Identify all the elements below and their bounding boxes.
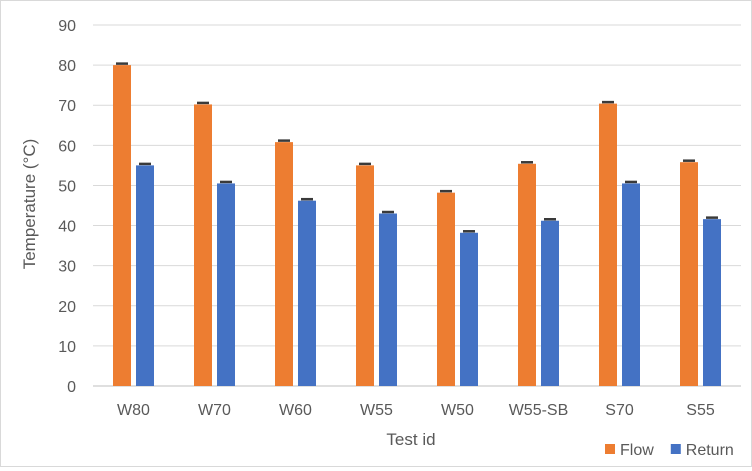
legend-label-flow: Flow	[620, 442, 654, 459]
bar-return	[703, 219, 721, 386]
bar-return	[541, 220, 559, 386]
legend-label-return: Return	[686, 442, 734, 459]
x-tick-label: W50	[441, 402, 474, 419]
bar-return	[136, 165, 154, 386]
bar-flow	[680, 162, 698, 386]
y-tick-label: 90	[58, 18, 76, 35]
bar-flow	[275, 142, 293, 386]
x-tick-label: W60	[279, 402, 312, 419]
y-axis-title: Temperature (°C)	[20, 139, 39, 270]
y-tick-label: 0	[67, 379, 76, 396]
y-tick-label: 30	[58, 259, 76, 276]
bar-flow	[113, 65, 131, 386]
x-tick-label: W55-SB	[509, 402, 569, 419]
bars	[113, 62, 721, 387]
bar-return	[298, 200, 316, 386]
gridlines	[93, 24, 741, 387]
x-tick-label: W80	[117, 402, 150, 419]
legend-swatch-return	[670, 444, 681, 454]
y-tick-label: 60	[58, 138, 76, 155]
x-tick-label: W55	[360, 402, 393, 419]
bar-flow	[599, 103, 617, 387]
bar-flow	[356, 165, 374, 386]
bar-return	[379, 213, 397, 386]
x-axis-title: Test id	[386, 430, 435, 449]
y-tick-label: 20	[58, 299, 76, 316]
y-tick-label: 50	[58, 178, 76, 195]
legend: Flow Return	[605, 442, 734, 459]
bar-return	[217, 183, 235, 386]
y-tick-label: 70	[58, 98, 76, 115]
bar-flow	[437, 192, 455, 386]
x-tick-label: S70	[605, 402, 634, 419]
x-axis-ticks: W80 W70 W60 W55 W50 W55-SB S70 S55	[117, 402, 715, 419]
bar-return	[460, 232, 478, 386]
bar-return	[622, 183, 640, 386]
x-tick-label: S55	[686, 402, 715, 419]
bar-flow	[194, 104, 212, 387]
y-tick-label: 10	[58, 339, 76, 356]
y-axis-ticks: 0 10 20 30 40 50 60 70 80 90	[58, 18, 76, 396]
legend-swatch-flow	[605, 444, 615, 454]
y-tick-label: 40	[58, 219, 76, 236]
x-tick-label: W70	[198, 402, 231, 419]
y-tick-label: 80	[58, 58, 76, 75]
bar-flow	[518, 163, 536, 386]
